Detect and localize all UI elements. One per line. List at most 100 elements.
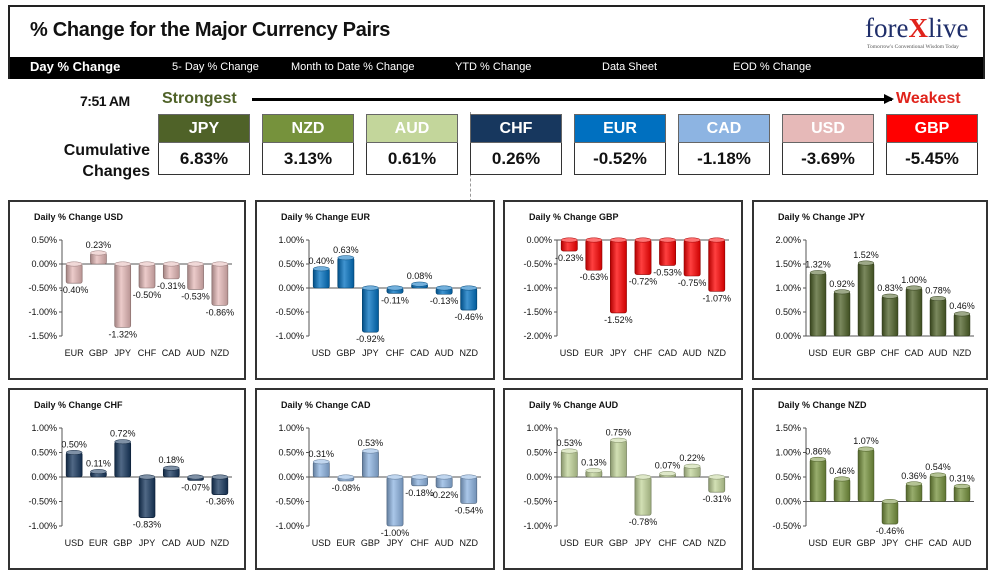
bar-cap [435, 285, 453, 291]
x-tick-label: CHF [138, 348, 157, 358]
x-tick-label: EUR [336, 538, 356, 548]
page-title: % Change for the Major Currency Pairs [30, 19, 391, 41]
bar-cap [211, 261, 229, 267]
x-tick-label: NZD [459, 538, 478, 548]
bar-cap [460, 474, 478, 480]
x-tick-label: NZD [707, 538, 726, 548]
x-tick-label: GBP [113, 538, 132, 548]
currency-box-cad: CAD -1.18% [678, 114, 770, 175]
bar-cap [435, 474, 453, 480]
chart-title: Daily % Change JPY [778, 212, 866, 222]
data-label: 0.22% [679, 453, 705, 463]
data-label: 0.92% [829, 279, 855, 289]
bar-eur [65, 263, 83, 284]
bar-cap [585, 468, 603, 474]
bar-jpy [114, 263, 132, 328]
bar-cap [163, 465, 180, 471]
currency-value: 6.83% [158, 143, 250, 175]
x-tick-label: NZD [211, 538, 230, 548]
y-tick-label: 1.00% [526, 423, 552, 433]
data-label: 0.31% [309, 449, 335, 459]
currency-name: EUR [574, 114, 666, 143]
bar-cap [362, 285, 379, 291]
y-tick-label: 1.00% [775, 283, 801, 293]
x-tick-label: EUR [65, 348, 85, 358]
bar-cap [114, 439, 131, 445]
y-tick-label: 0.00% [526, 235, 552, 245]
tab-day-change[interactable]: Day % Change [30, 59, 121, 74]
data-label: -0.78% [629, 517, 658, 527]
x-tick-label: AUD [186, 538, 206, 548]
data-label: -0.46% [876, 526, 905, 536]
data-label: 0.83% [877, 283, 903, 293]
chart-title: Daily % Change CAD [281, 400, 371, 410]
chart-panel-usd: Daily % Change USD 0.50% 0.00% -0.50% -1.00%… [8, 200, 246, 380]
bar-cap [65, 261, 83, 267]
data-label: -0.50% [133, 290, 162, 300]
data-label: 1.32% [805, 260, 831, 270]
bar-cap [659, 471, 676, 477]
bar-chf [881, 295, 899, 337]
tab-month-to-date[interactable]: Month to Date % Change [291, 61, 415, 73]
y-tick-label: 0.00% [775, 497, 801, 507]
strength-arrow-line [252, 98, 892, 101]
bar-jpy [881, 501, 899, 525]
bar-cap [708, 237, 726, 243]
data-label: 0.54% [925, 462, 951, 472]
tab-ytd-change[interactable]: YTD % Change [455, 61, 532, 73]
x-tick-label: CAD [683, 538, 703, 548]
y-tick-label: 1.00% [31, 423, 57, 433]
y-tick-label: -1.00% [523, 283, 552, 293]
bar-cap [833, 289, 851, 295]
y-tick-label: 1.00% [278, 235, 304, 245]
data-label: 0.72% [110, 429, 136, 439]
bar-jpy [634, 476, 652, 516]
x-tick-label: CAD [928, 538, 948, 548]
data-label: -0.22% [430, 490, 459, 500]
x-tick-label: CHF [386, 348, 405, 358]
bar-cap [659, 237, 676, 243]
bar-cap [929, 472, 947, 478]
strongest-label: Strongest [162, 90, 237, 107]
bar-cad [659, 239, 676, 266]
currency-name: CAD [678, 114, 770, 143]
tab-eod-change[interactable]: EOD % Change [733, 61, 812, 73]
bar-cap [857, 446, 875, 452]
y-tick-label: -0.50% [275, 497, 304, 507]
tab-5day-change[interactable]: 5- Day % Change [172, 61, 259, 73]
data-label: -0.36% [206, 497, 235, 507]
x-tick-label: AUD [952, 538, 972, 548]
chart-panel-gbp: Daily % Change GBP 0.00% -0.50% -1.00% -1.50… [503, 200, 743, 380]
tab-data-sheet[interactable]: Data Sheet [602, 61, 658, 73]
data-label: 0.53% [557, 438, 583, 448]
bar-cap [187, 261, 204, 267]
bar-cap [90, 469, 107, 475]
y-tick-label: -0.50% [275, 307, 304, 317]
bar-nzd [953, 313, 971, 337]
bar-nzd [708, 239, 726, 292]
currency-name: GBP [886, 114, 978, 143]
currency-box-aud: AUD 0.61% [366, 114, 458, 175]
x-tick-label: CHF [905, 538, 924, 548]
data-label: 0.36% [901, 471, 927, 481]
bar-cap [65, 450, 83, 455]
bar-usd [809, 272, 827, 337]
x-tick-label: CAD [410, 348, 430, 358]
data-label: 1.07% [853, 436, 879, 446]
data-label: -0.92% [356, 334, 385, 344]
x-tick-label: CAD [904, 348, 924, 358]
data-label: -0.86% [206, 307, 235, 317]
currency-name: NZD [262, 114, 354, 143]
bar-cad [929, 474, 947, 502]
bar-cap [881, 293, 899, 299]
bar-chf [905, 483, 923, 502]
data-label: -1.52% [604, 315, 633, 325]
bar-usd [65, 452, 83, 478]
data-label: -0.54% [454, 505, 483, 515]
bar-chf [634, 239, 652, 275]
bar-chart: 0.00% -0.50% -1.00% -1.50% -2.00% USD -0.23% EU… [523, 235, 731, 358]
bar-cap [905, 285, 923, 291]
x-tick-label: GBP [856, 538, 875, 548]
forexlive-logo[interactable]: foreXlive Tomorrow's Conventional Wisdom… [859, 11, 969, 55]
data-label: -0.53% [181, 291, 210, 301]
